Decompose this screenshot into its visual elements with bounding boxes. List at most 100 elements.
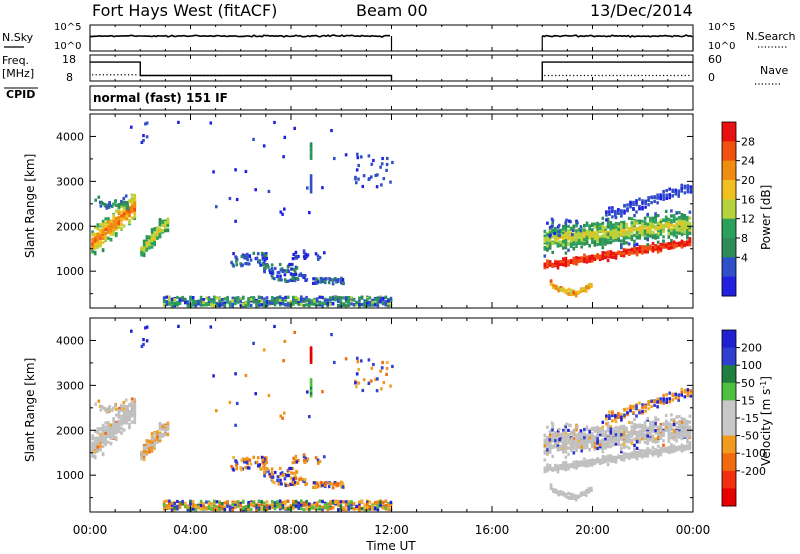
power-cell xyxy=(606,219,610,223)
velocity-cell xyxy=(264,458,268,462)
velocity-cell xyxy=(596,428,599,432)
velocity-cell xyxy=(376,503,380,507)
velocity-cell xyxy=(125,415,129,420)
power-cell xyxy=(574,292,578,296)
velocity-cell xyxy=(670,443,673,447)
power-cell xyxy=(265,256,268,260)
velocity-cell xyxy=(309,348,313,352)
noise-panel: N.Sky 10^5 10^0 10^5 10^0 N.Search xyxy=(2,22,796,52)
velocity-cell xyxy=(609,454,613,458)
power-cell xyxy=(133,204,137,208)
velocity-cell xyxy=(262,348,266,352)
power-cell xyxy=(302,303,306,308)
power-cell xyxy=(144,122,147,126)
power-cell xyxy=(164,226,167,230)
velocity-cell xyxy=(317,461,320,465)
velocity-cell xyxy=(367,358,371,362)
velocity-cell xyxy=(218,508,221,512)
power-cell xyxy=(617,234,620,239)
power-cell xyxy=(569,226,573,230)
power-cell xyxy=(630,225,634,229)
velocity-cell xyxy=(290,471,293,475)
power-cell xyxy=(133,216,137,221)
power-cell xyxy=(643,231,647,235)
power-cell xyxy=(363,304,366,308)
power-cell xyxy=(283,273,287,277)
power-cell xyxy=(339,300,343,304)
velocity-cell xyxy=(596,431,599,435)
nave-tick-bottom: 0 xyxy=(708,71,715,84)
power-cell xyxy=(598,255,602,259)
power-cell xyxy=(257,299,261,303)
velocity-cell xyxy=(99,436,102,440)
power-cell xyxy=(622,226,626,230)
velocity-cell xyxy=(627,420,631,424)
velocity-cell xyxy=(287,474,291,478)
power-cell xyxy=(330,129,333,133)
power-cell xyxy=(564,231,568,236)
power-cell xyxy=(264,254,268,258)
power-cell xyxy=(122,196,126,201)
power-cell xyxy=(630,217,634,221)
power-cell xyxy=(145,121,149,125)
velocity-cell xyxy=(551,454,554,458)
velocity-cell xyxy=(117,409,121,413)
velocity-cell xyxy=(309,351,313,355)
velocity-cell xyxy=(313,505,316,509)
velocity-cell xyxy=(588,460,591,464)
velocity-cell xyxy=(166,424,170,429)
power-cell xyxy=(627,216,631,220)
velocity-cell xyxy=(358,502,361,506)
power-cell xyxy=(101,226,105,230)
velocity-cell xyxy=(122,407,126,411)
power-cell xyxy=(617,222,620,226)
power-cell xyxy=(220,301,224,305)
power-cell xyxy=(606,217,610,221)
power-cell xyxy=(638,204,641,209)
power-cell xyxy=(231,296,235,300)
velocity-scatter-marks xyxy=(91,324,693,512)
velocity-cell xyxy=(384,506,388,510)
power-cell xyxy=(101,249,105,253)
velocity-cell xyxy=(601,446,605,450)
velocity-cell xyxy=(257,499,261,503)
power-cell xyxy=(150,228,154,232)
power-cell xyxy=(148,239,151,243)
power-cell xyxy=(651,245,655,249)
velocity-cell xyxy=(622,442,626,446)
power-cell xyxy=(120,199,123,204)
power-cell xyxy=(638,235,642,239)
power-cell xyxy=(140,251,143,255)
power-cell xyxy=(551,235,554,239)
velocity-cell xyxy=(125,418,129,422)
power-cell xyxy=(230,260,233,265)
velocity-cell xyxy=(686,425,689,429)
power-cell xyxy=(664,224,668,228)
power-cell xyxy=(240,264,243,268)
velocity-cell xyxy=(148,445,151,449)
velocity-cell xyxy=(675,429,678,433)
velocity-cell xyxy=(575,442,578,446)
velocity-cell xyxy=(662,449,665,453)
power-cell xyxy=(235,263,238,267)
freq-tick-top: 18 xyxy=(62,53,76,66)
velocity-cell xyxy=(118,406,121,410)
power-cell xyxy=(381,301,385,305)
velocity-cell xyxy=(321,505,324,509)
power-cell xyxy=(91,242,94,246)
velocity-cell xyxy=(260,455,264,459)
velocity-cell xyxy=(210,502,213,506)
power-cell xyxy=(686,215,689,219)
power-cell xyxy=(683,191,687,195)
power-cell xyxy=(360,302,364,307)
power-cell xyxy=(635,210,638,214)
velocity-cell xyxy=(96,442,100,446)
velocity-cell xyxy=(265,460,268,464)
power-cell xyxy=(625,250,628,254)
power-cell xyxy=(591,233,594,237)
power-cell xyxy=(675,225,678,229)
velocity-cell xyxy=(670,432,673,436)
velocity-cell xyxy=(601,443,605,447)
velocity-cell xyxy=(567,436,570,440)
power-cell xyxy=(665,196,668,200)
